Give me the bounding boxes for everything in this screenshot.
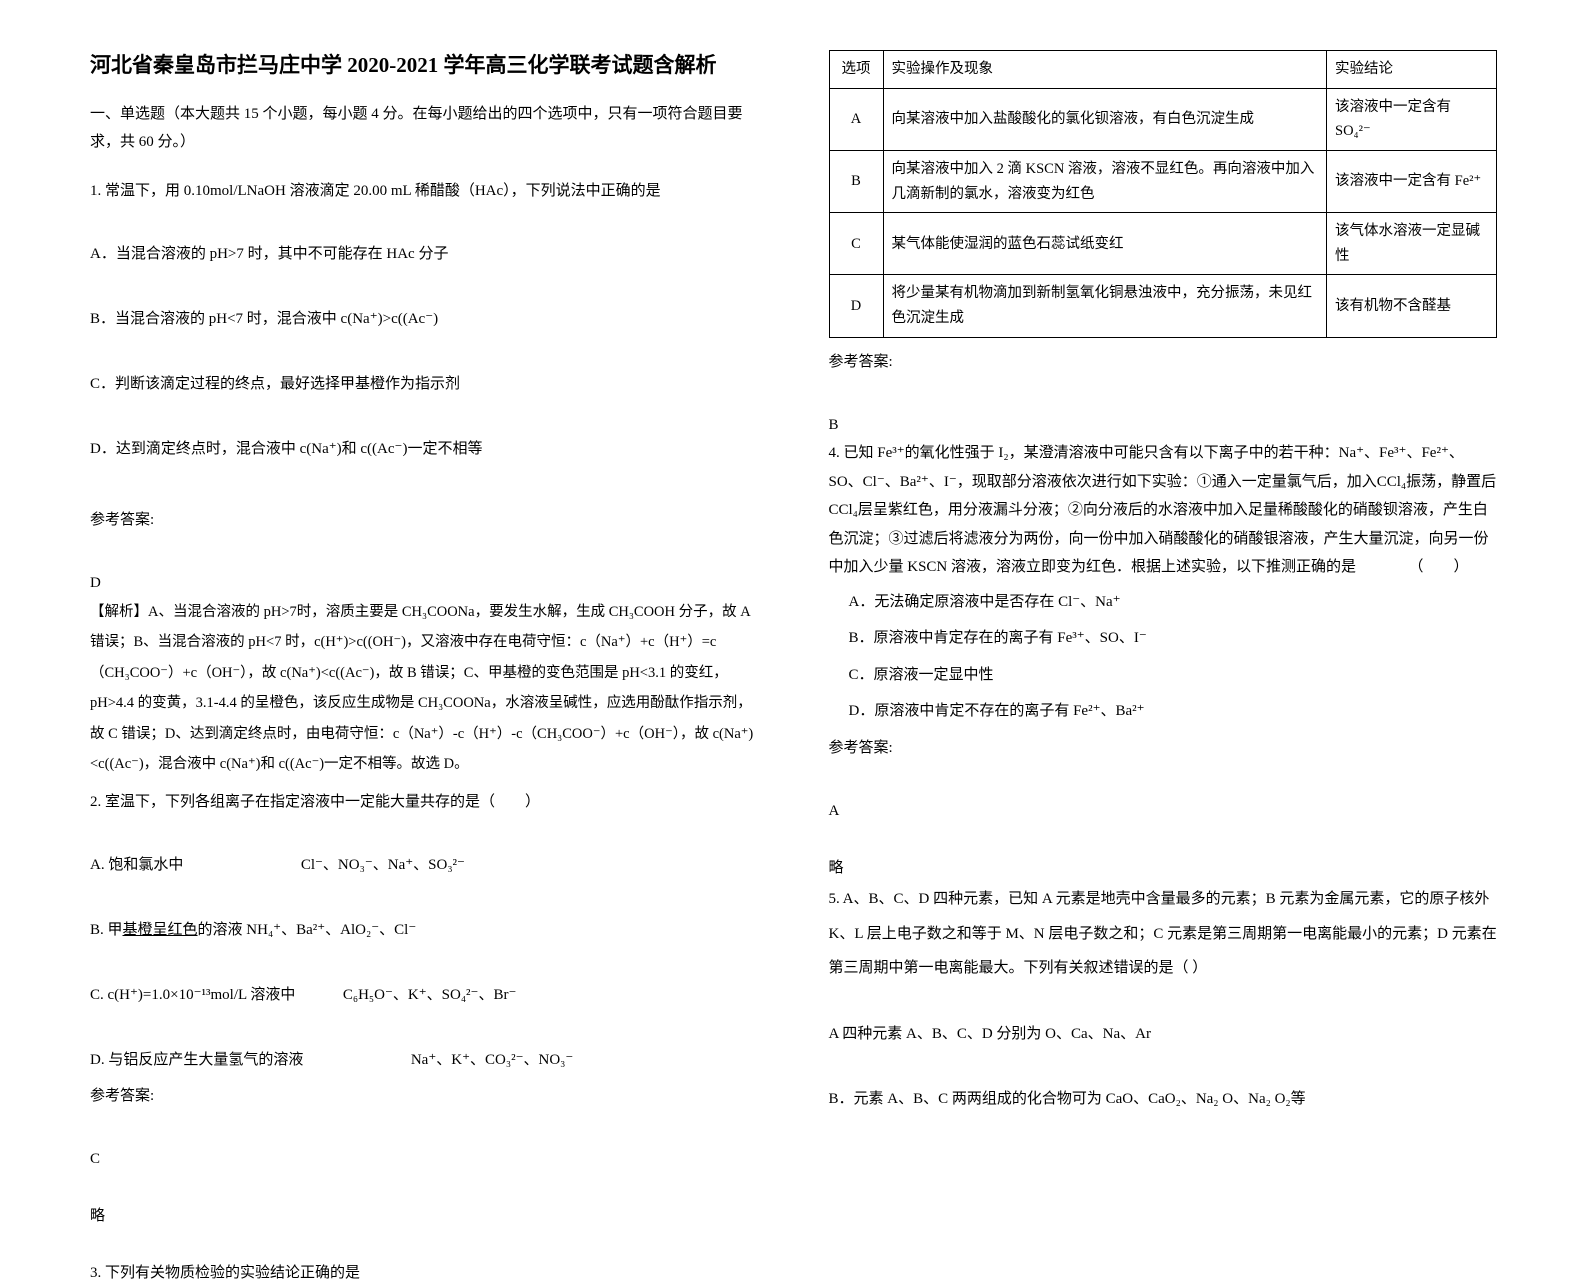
- q2-optD-ions: Na⁺、K⁺、CO₃²⁻、NO₃⁻: [411, 1052, 573, 1068]
- q4-optC: C．原溶液一定显中性: [829, 661, 1498, 690]
- section-intro: 一、单选题（本大题共 15 个小题，每小题 4 分。在每小题给出的四个选项中，只…: [90, 100, 759, 157]
- q2-optB: B. 甲基橙呈红色的溶液 NH₄⁺、Ba²⁺、AlO₂⁻、Cl⁻: [90, 916, 759, 945]
- q2-optA: A. 饱和氯水中 Cl⁻、NO₃⁻、Na⁺、SO₃²⁻: [90, 851, 759, 880]
- q1-answer: D: [90, 569, 759, 598]
- cell-D-op: 将少量某有机物滴加到新制氢氧化铜悬浊液中，充分振荡，未见红色沉淀生成: [883, 275, 1327, 337]
- table-row: D 将少量某有机物滴加到新制氢氧化铜悬浊液中，充分振荡，未见红色沉淀生成 该有机…: [829, 275, 1497, 337]
- left-column: 河北省秦皇岛市拦马庄中学 2020-2021 学年高三化学联考试题含解析 一、单…: [90, 50, 794, 1072]
- q5-text: 5. A、B、C、D 四种元素，已知 A 元素是地壳中含量最多的元素；B 元素为…: [829, 882, 1498, 986]
- right-column: 选项 实验操作及现象 实验结论 A 向某溶液中加入盐酸酸化的氯化钡溶液，有白色沉…: [794, 50, 1498, 1072]
- th-conclusion: 实验结论: [1327, 51, 1497, 89]
- cell-C-op: 某气体能使湿润的蓝色石蕊试纸变红: [883, 213, 1327, 275]
- q2-text: 2. 室温下，下列各组离子在指定溶液中一定能大量共存的是（ ）: [90, 788, 759, 817]
- q1-text: 1. 常温下，用 0.10mol/LNaOH 溶液滴定 20.00 mL 稀醋酸…: [90, 177, 759, 206]
- q1-optD: D．达到滴定终点时，混合液中 c(Na⁺)和 c((Ac⁻)一定不相等: [90, 435, 759, 464]
- q2-extra: 略: [90, 1202, 759, 1231]
- cell-A-op: 向某溶液中加入盐酸酸化的氯化钡溶液，有白色沉淀生成: [883, 88, 1327, 150]
- q2-optC-pre: C. c(H⁺)=1.0×10⁻¹³mol/L 溶液中: [90, 987, 295, 1003]
- table-row: C 某气体能使湿润的蓝色石蕊试纸变红 该气体水溶液一定显碱性: [829, 213, 1497, 275]
- q2-optD: D. 与铝反应产生大量氢气的溶液 Na⁺、K⁺、CO₃²⁻、NO₃⁻: [90, 1046, 759, 1075]
- table-header-row: 选项 实验操作及现象 实验结论: [829, 51, 1497, 89]
- q3-answer: B: [829, 411, 1498, 440]
- cell-B-op: 向某溶液中加入 2 滴 KSCN 溶液，溶液不显红色。再向溶液中加入几滴新制的氯…: [883, 150, 1327, 212]
- q4-answer-label: 参考答案:: [829, 734, 1498, 763]
- q4-extra: 略: [829, 854, 1498, 883]
- cell-C-res: 该气体水溶液一定显碱性: [1327, 213, 1497, 275]
- q4-text: 4. 已知 Fe³⁺的氧化性强于 I₂，某澄清溶液中可能只含有以下离子中的若干种…: [829, 439, 1498, 582]
- q1-answer-label: 参考答案:: [90, 506, 759, 535]
- cell-B-res: 该溶液中一定含有 Fe²⁺: [1327, 150, 1497, 212]
- cell-A-res: 该溶液中一定含有 SO₄²⁻: [1327, 88, 1497, 150]
- cell-C: C: [829, 213, 883, 275]
- q4-optD: D．原溶液中肯定不存在的离子有 Fe²⁺、Ba²⁺: [829, 697, 1498, 726]
- q3-answer-label: 参考答案:: [829, 348, 1498, 377]
- q4-answer: A: [829, 797, 1498, 826]
- cell-A: A: [829, 88, 883, 150]
- cell-D: D: [829, 275, 883, 337]
- th-operation: 实验操作及现象: [883, 51, 1327, 89]
- q1-optB: B．当混合溶液的 pH<7 时，混合液中 c(Na⁺)>c((Ac⁻): [90, 305, 759, 334]
- q2-optD-pre: D. 与铝反应产生大量氢气的溶液: [90, 1052, 303, 1068]
- q1-optA: A．当混合溶液的 pH>7 时，其中不可能存在 HAc 分子: [90, 240, 759, 269]
- q2-answer: C: [90, 1145, 759, 1174]
- q5-optB: B．元素 A、B、C 两两组成的化合物可为 CaO、CaO₂、Na₂ O、Na₂…: [829, 1085, 1498, 1114]
- th-option: 选项: [829, 51, 883, 89]
- q2-optA-pre: A. 饱和氯水中: [90, 857, 183, 873]
- cell-B: B: [829, 150, 883, 212]
- table-row: A 向某溶液中加入盐酸酸化的氯化钡溶液，有白色沉淀生成 该溶液中一定含有 SO₄…: [829, 88, 1497, 150]
- q3-table: 选项 实验操作及现象 实验结论 A 向某溶液中加入盐酸酸化的氯化钡溶液，有白色沉…: [829, 50, 1498, 338]
- q1-optC: C．判断该滴定过程的终点，最好选择甲基橙作为指示剂: [90, 370, 759, 399]
- cell-D-res: 该有机物不含醛基: [1327, 275, 1497, 337]
- q1-analysis: 【解析】A、当混合溶液的 pH>7时，溶质主要是 CH₃COONa，要发生水解，…: [90, 597, 759, 780]
- q2-optA-ions: Cl⁻、NO₃⁻、Na⁺、SO₃²⁻: [301, 857, 465, 873]
- q3-text: 3. 下列有关物质检验的实验结论正确的是: [90, 1259, 759, 1288]
- q4-optB: B．原溶液中肯定存在的离子有 Fe³⁺、SO、I⁻: [829, 624, 1498, 653]
- q5-optA: A 四种元素 A、B、C、D 分别为 O、Ca、Na、Ar: [829, 1020, 1498, 1049]
- q2-optC-ions: C₆H₅O⁻、K⁺、SO₄²⁻、Br⁻: [343, 987, 517, 1003]
- q2-optC: C. c(H⁺)=1.0×10⁻¹³mol/L 溶液中 C₆H₅O⁻、K⁺、SO…: [90, 981, 759, 1010]
- q4-optA: A．无法确定原溶液中是否存在 Cl⁻、Na⁺: [829, 588, 1498, 617]
- q2-answer-label: 参考答案:: [90, 1082, 759, 1111]
- table-row: B 向某溶液中加入 2 滴 KSCN 溶液，溶液不显红色。再向溶液中加入几滴新制…: [829, 150, 1497, 212]
- page-title: 河北省秦皇岛市拦马庄中学 2020-2021 学年高三化学联考试题含解析: [90, 50, 759, 82]
